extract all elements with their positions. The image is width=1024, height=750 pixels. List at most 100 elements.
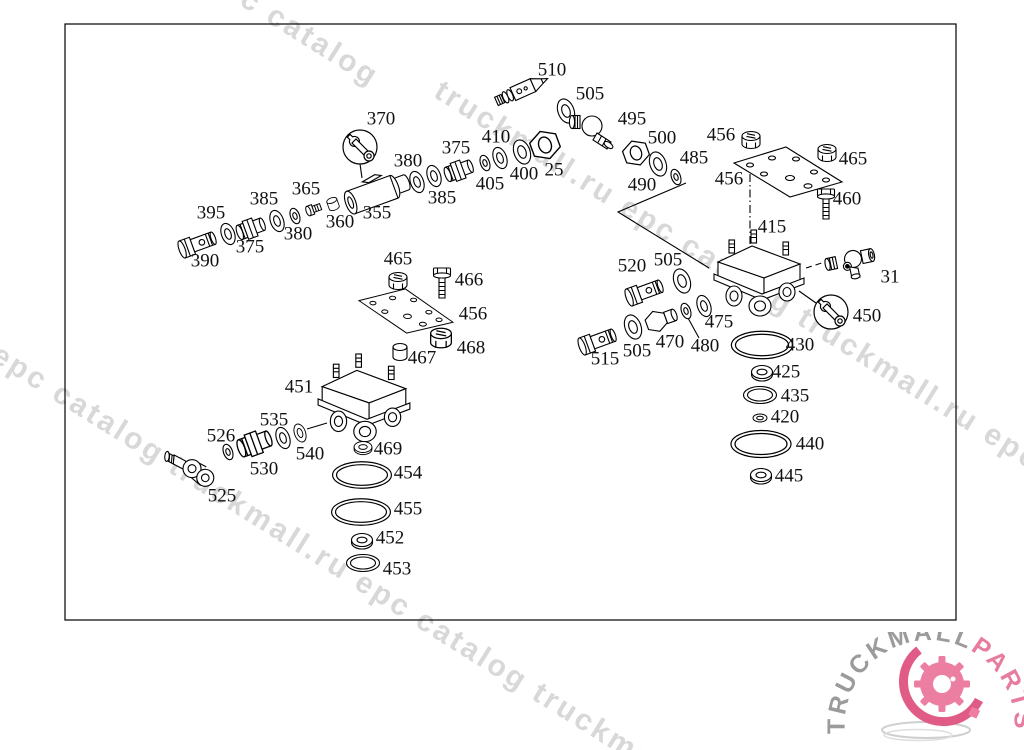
leader-line-0 — [359, 163, 363, 179]
part-label-485-21: 485 — [680, 148, 709, 169]
part-shape-451-47 — [317, 353, 411, 443]
part-shape-365-5 — [304, 201, 323, 218]
part-shape-415-26 — [713, 229, 805, 317]
part-label-455-55: 455 — [394, 499, 423, 520]
leader-line-4 — [798, 290, 817, 304]
part-label-445-41: 445 — [775, 466, 804, 487]
part-label-400-14: 400 — [510, 164, 539, 185]
part-label-405-12: 405 — [476, 174, 505, 195]
part-label-475-35: 475 — [705, 312, 734, 333]
diagram-border — [64, 23, 957, 621]
part-label-505-30: 505 — [654, 250, 683, 271]
part-label-454-54: 454 — [394, 463, 423, 484]
part-label-505-17: 505 — [576, 84, 605, 105]
part-label-460-25: 460 — [833, 189, 862, 210]
part-shape-455-55 — [331, 498, 391, 526]
part-shape-485-21 — [668, 167, 684, 187]
part-shape-425-37 — [750, 364, 774, 382]
part-shape-385-10 — [423, 162, 445, 190]
part-shape-467-46 — [392, 342, 408, 362]
part-label-430-36: 430 — [786, 335, 815, 356]
part-label-452-56: 452 — [376, 528, 405, 549]
leader-line-6 — [306, 422, 328, 430]
part-label-385-10: 385 — [428, 188, 457, 209]
logo-swoosh-gray — [881, 721, 971, 742]
brand-logo: TRUCKMALLPARTS — [824, 632, 1024, 742]
part-label-395-1: 395 — [197, 203, 226, 224]
part-label-526-48: 526 — [207, 426, 236, 447]
part-label-480-34: 480 — [691, 336, 720, 357]
part-label-510-16: 510 — [538, 60, 567, 81]
part-shape-505-30 — [669, 265, 695, 297]
part-label-456-24: 456 — [715, 169, 744, 190]
part-shape-468-45 — [430, 327, 452, 349]
part-label-525-52: 525 — [208, 486, 237, 507]
part-label-450-28: 450 — [853, 306, 882, 327]
part-shape-380-4 — [287, 206, 303, 226]
part-label-500-19: 500 — [648, 128, 677, 149]
part-shape-25-15 — [526, 126, 564, 164]
part-label-380-4: 380 — [284, 224, 313, 245]
part-shape-505-32 — [620, 311, 646, 343]
part-label-420-39: 420 — [771, 407, 800, 428]
part-label-505-32: 505 — [623, 341, 652, 362]
part-shape-360-6 — [325, 195, 341, 213]
part-label-465-42: 465 — [384, 249, 413, 270]
part-label-365-5: 365 — [292, 179, 321, 200]
part-shape-370-8 — [342, 129, 378, 165]
part-shape-540-50 — [291, 421, 309, 445]
part-shape-445-41 — [749, 467, 773, 485]
part-label-390-0: 390 — [191, 251, 220, 272]
part-label-515-31: 515 — [591, 349, 620, 370]
part-shape-452-56 — [350, 532, 374, 550]
part-label-490-20: 490 — [628, 175, 657, 196]
part-label-540-50: 540 — [296, 444, 325, 465]
part-shape-405-12 — [477, 153, 493, 173]
part-shape-440-40 — [730, 429, 792, 459]
part-shape-435-38 — [742, 385, 778, 405]
part-shape-530-51 — [233, 426, 276, 461]
part-shape-453-57 — [345, 553, 381, 573]
part-shape-31-27 — [822, 245, 880, 285]
part-label-470-33: 470 — [656, 332, 685, 353]
leader-line-3 — [805, 260, 829, 269]
part-shape-465-23 — [817, 143, 837, 163]
part-shape-520-29 — [622, 276, 666, 308]
part-label-355-7: 355 — [363, 203, 392, 224]
part-label-468-45: 468 — [457, 338, 486, 359]
part-shape-469-53 — [353, 441, 373, 456]
part-label-520-29: 520 — [618, 256, 647, 277]
part-shape-465-42 — [388, 271, 408, 291]
part-label-435-38: 435 — [781, 386, 810, 407]
leader-line-2 — [616, 182, 710, 269]
part-shape-420-39 — [752, 413, 768, 423]
part-label-415-26: 415 — [758, 217, 787, 238]
part-shape-525-52 — [161, 450, 217, 488]
part-label-375-2: 375 — [236, 237, 265, 258]
part-shape-410-13 — [489, 144, 511, 172]
part-label-360-6: 360 — [326, 212, 355, 233]
part-shape-380-9 — [406, 168, 428, 196]
part-label-440-40: 440 — [796, 434, 825, 455]
part-shape-466-43 — [432, 267, 452, 299]
logo-swoosh-pink — [898, 646, 983, 727]
part-shape-495-18 — [568, 114, 615, 151]
part-label-25-15: 25 — [545, 160, 564, 181]
part-label-453-57: 453 — [383, 559, 412, 580]
part-shape-430-36 — [730, 330, 794, 360]
part-label-425-37: 425 — [772, 362, 801, 383]
part-label-370-8: 370 — [367, 109, 396, 130]
part-shape-450-28 — [813, 294, 849, 330]
leader-line-5 — [687, 317, 700, 339]
part-shape-480-34 — [678, 301, 694, 321]
logo-gear-icon — [914, 656, 980, 719]
parts-layer — [161, 71, 880, 573]
part-label-31-27: 31 — [881, 267, 900, 288]
part-shape-375-11 — [441, 156, 477, 185]
part-label-375-11: 375 — [442, 138, 471, 159]
part-label-465-23: 465 — [839, 149, 868, 170]
part-label-410-13: 410 — [482, 127, 511, 148]
part-label-530-51: 530 — [250, 459, 279, 480]
part-label-456-44: 456 — [459, 304, 488, 325]
